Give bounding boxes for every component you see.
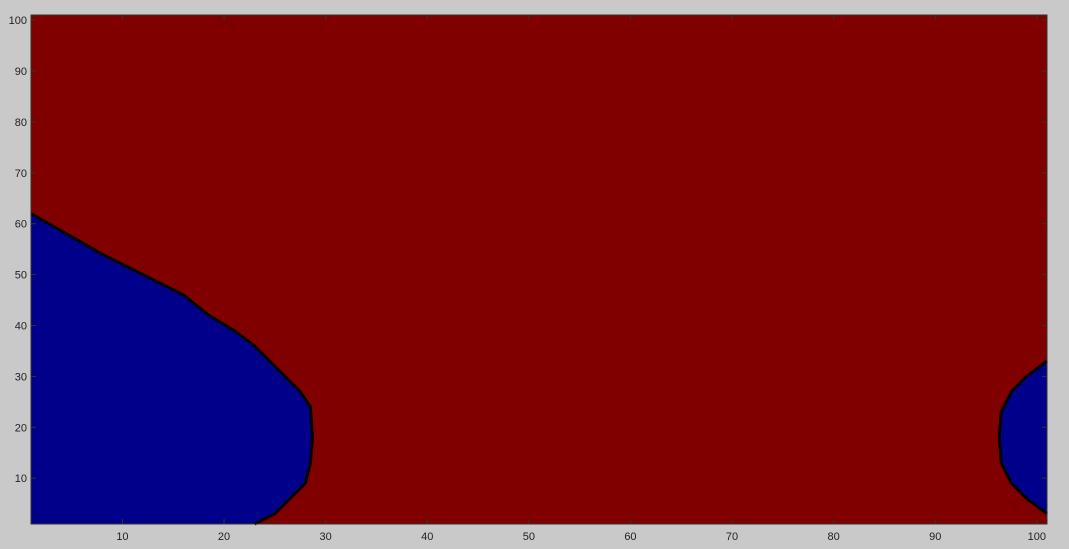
y-axis: 10 20 30 40 50 60 70 80 90 100 — [9, 15, 1047, 485]
x-axis: 10 20 30 40 50 60 70 80 90 100 — [116, 15, 1046, 543]
axes-frame — [30, 14, 1048, 525]
y-tick-label: 60 — [15, 219, 27, 231]
y-tick-label: 70 — [15, 168, 27, 180]
x-tick-label: 90 — [929, 531, 941, 543]
x-tick-label: 20 — [218, 531, 230, 543]
y-tick-label: 20 — [15, 422, 27, 434]
heatmap-left-region — [31, 213, 313, 524]
x-tick-label: 30 — [320, 531, 332, 543]
y-tick-label: 30 — [15, 371, 27, 383]
x-tick-label: 70 — [726, 531, 738, 543]
y-tick-label: 100 — [9, 15, 27, 27]
x-tick-label: 50 — [523, 531, 535, 543]
y-tick-label: 10 — [15, 473, 27, 485]
y-tick-label: 50 — [15, 270, 27, 282]
left-region-boundary — [30, 212, 314, 526]
x-tick-label: 10 — [116, 531, 128, 543]
x-tick-label: 60 — [624, 531, 636, 543]
y-tick-label: 90 — [15, 66, 27, 78]
x-tick-label: 80 — [828, 531, 840, 543]
plot-area — [30, 14, 1048, 526]
heatmap-right-region — [999, 361, 1047, 514]
y-tick-label: 80 — [15, 117, 27, 129]
y-tick-label: 40 — [15, 320, 27, 332]
x-tick-label: 100 — [1028, 531, 1046, 543]
x-tick-label: 40 — [421, 531, 433, 543]
right-region-boundary — [997, 359, 1048, 516]
